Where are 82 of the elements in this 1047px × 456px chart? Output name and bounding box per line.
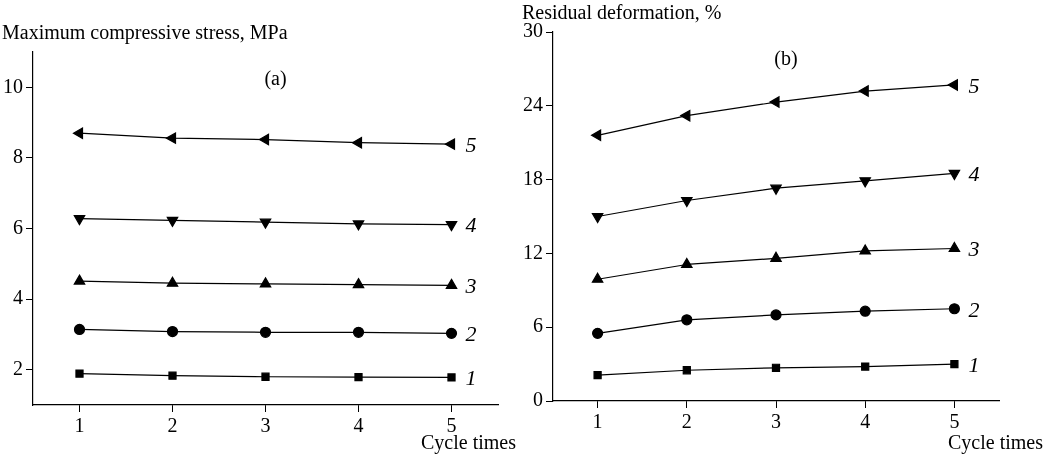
point <box>75 369 84 378</box>
series-label: 3 <box>967 236 980 262</box>
point <box>352 278 365 289</box>
point <box>948 169 961 181</box>
y-tick-label: 12 <box>523 240 543 263</box>
point <box>770 309 782 321</box>
y-tick-label: 18 <box>523 166 543 189</box>
series-label: 4 <box>968 161 980 187</box>
point <box>858 85 869 97</box>
x-axis-title: Cycle times <box>948 431 1044 455</box>
point <box>859 305 871 317</box>
point <box>166 216 179 227</box>
point <box>445 327 458 339</box>
x-tick-label: 1 <box>74 414 85 437</box>
series-label: 3 <box>464 273 477 299</box>
point <box>770 184 782 195</box>
y-tick-label: 0 <box>533 388 543 411</box>
x-tick-label: 2 <box>681 410 692 433</box>
point <box>592 327 604 339</box>
point <box>352 326 365 338</box>
point <box>444 138 456 150</box>
x-tick-label: 4 <box>860 410 871 433</box>
point <box>950 359 959 369</box>
point <box>682 366 691 375</box>
point <box>593 371 602 380</box>
point <box>861 362 870 371</box>
series-label: 2 <box>968 296 980 322</box>
y-tick-label: 6 <box>533 314 543 337</box>
point <box>354 372 363 382</box>
point <box>72 127 84 139</box>
point <box>947 79 958 91</box>
point <box>680 109 691 122</box>
point <box>447 373 456 382</box>
y-tick-label: 10 <box>3 74 23 97</box>
point <box>681 257 693 269</box>
point <box>591 212 604 224</box>
point <box>770 251 782 262</box>
point <box>591 272 604 283</box>
point <box>948 241 961 253</box>
series-label: 4 <box>465 212 477 238</box>
x-tick-label: 3 <box>260 414 271 437</box>
y-tick-label: 6 <box>13 215 23 238</box>
text: (a) <box>264 67 287 91</box>
x-tick-label: 4 <box>353 414 364 437</box>
series-label: 2 <box>465 321 477 347</box>
y-tick-label: 24 <box>523 93 543 116</box>
series-label: 1 <box>465 365 477 391</box>
point <box>859 177 871 188</box>
point <box>166 325 179 338</box>
point <box>259 326 272 338</box>
point <box>352 220 365 231</box>
series-label: 5 <box>465 131 477 157</box>
point <box>165 132 177 144</box>
point <box>73 274 86 285</box>
point <box>859 244 871 255</box>
point <box>948 303 960 315</box>
point <box>259 218 272 229</box>
y-axis-title: Maximum compressive stress, MPa <box>2 21 288 45</box>
point <box>591 129 602 142</box>
point <box>259 277 272 288</box>
series-label: 1 <box>968 351 980 377</box>
point <box>351 136 363 149</box>
y-tick-label: 8 <box>13 145 23 168</box>
point <box>168 371 177 380</box>
point <box>771 363 781 372</box>
x-axis-title: Cycle times <box>421 431 517 455</box>
x-tick-label: 3 <box>771 410 781 433</box>
point <box>769 96 780 108</box>
point <box>258 133 270 146</box>
y-tick-label: 4 <box>13 286 23 309</box>
point <box>445 278 458 289</box>
point <box>73 323 86 336</box>
x-tick-label: 5 <box>949 410 960 433</box>
point <box>681 314 693 326</box>
series-label: 5 <box>968 72 980 98</box>
point <box>681 196 693 208</box>
point <box>166 276 179 287</box>
point <box>261 372 270 381</box>
x-tick-label: 2 <box>167 414 178 437</box>
text: (b) <box>774 47 798 71</box>
x-tick-label: 1 <box>592 410 603 433</box>
y-tick-label: 2 <box>13 356 23 379</box>
